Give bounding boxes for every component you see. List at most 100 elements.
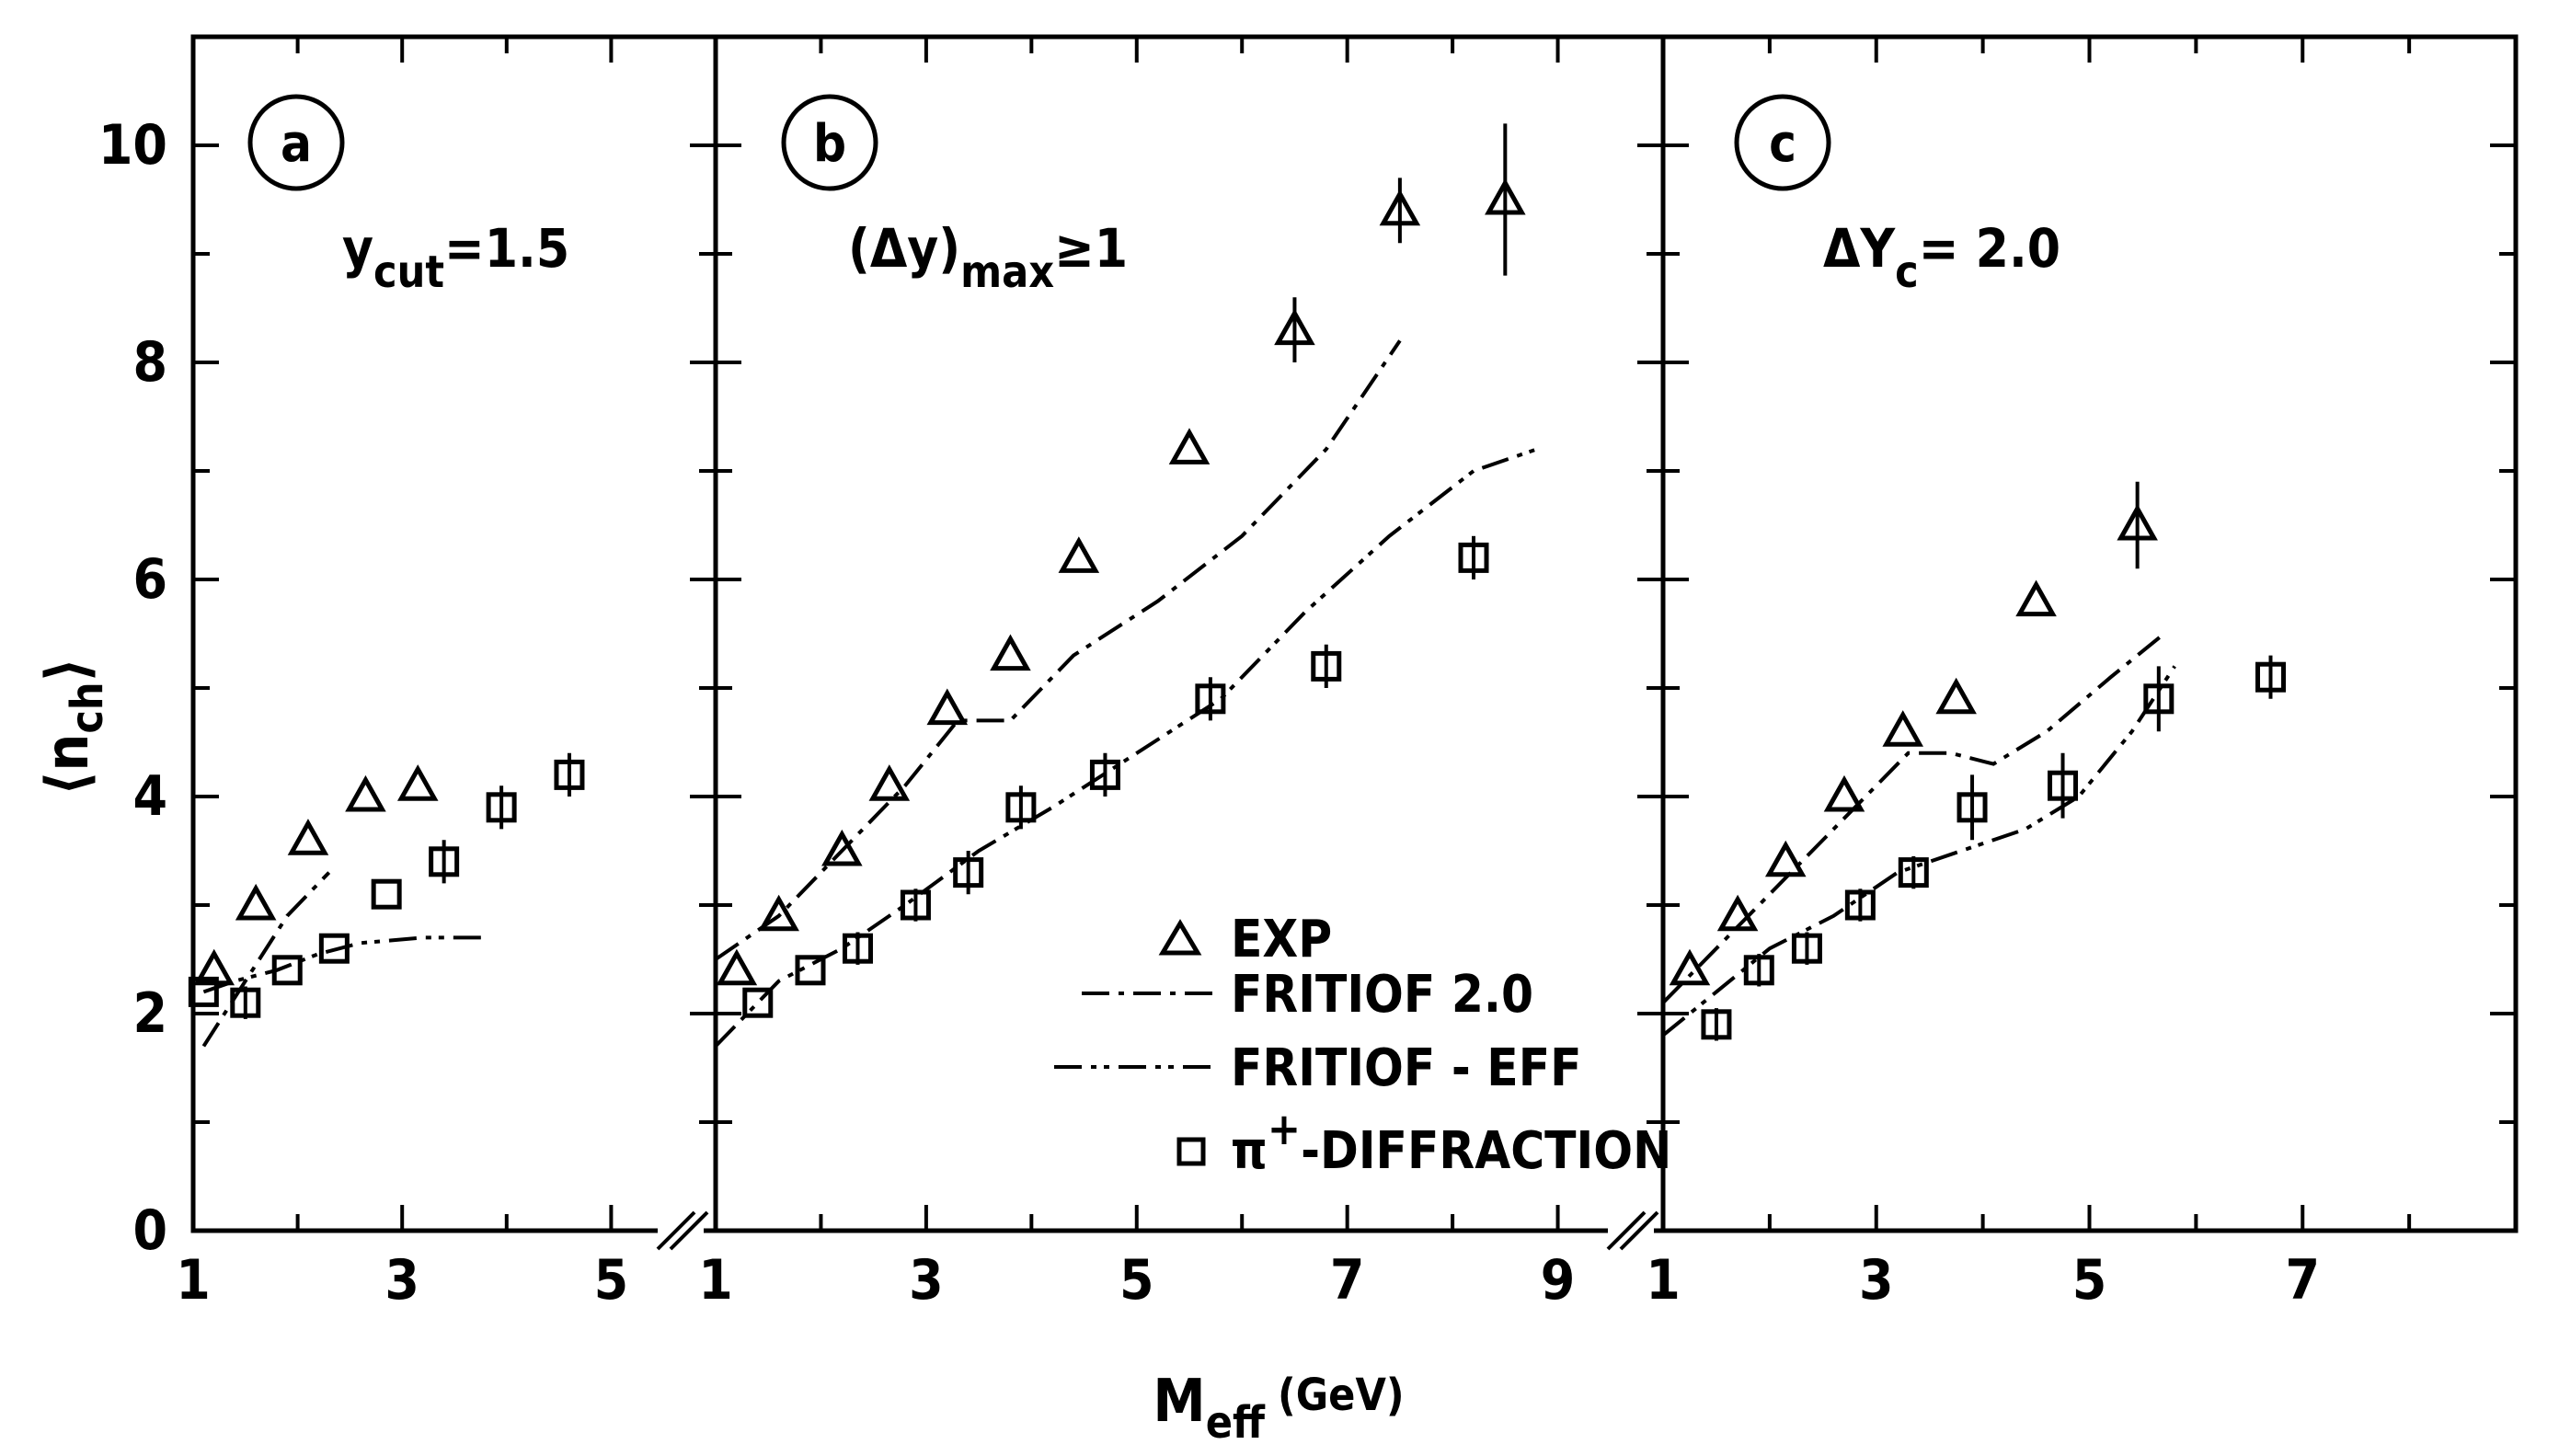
- panel-a-diffraction-point-6: [486, 792, 517, 823]
- panel-b-diffraction-point-4: [953, 857, 984, 889]
- panel-c-label: ΔYc= 2.0: [1823, 217, 2060, 298]
- panel-a-x-tick-label-1: 3: [384, 1248, 419, 1313]
- legend-diffraction-sup: +: [1268, 1104, 1301, 1155]
- panel-b-exp-point-8: [1274, 308, 1315, 346]
- panel-c-diffraction-point-6: [2048, 770, 2079, 801]
- panel-c-diffraction-point-0: [1701, 1009, 1732, 1040]
- panel-a-exp-point-1: [235, 883, 277, 921]
- y-tick-label-0: 0: [132, 1198, 167, 1263]
- panel-a-fritiof-eff-curve: [202, 935, 487, 994]
- panel-c-x-tick-label-2: 5: [2072, 1248, 2107, 1313]
- axis-titles: ⟨nch⟩ Meff(GeV): [34, 658, 1405, 1449]
- y-axis-title-sub: ch: [62, 682, 113, 733]
- panel-a: 1 3 5 a ycut=1.5: [176, 34, 718, 1313]
- panel-c-exp-point-2: [1764, 840, 1807, 877]
- panel-a-frame: [190, 34, 718, 1233]
- panel-b-diffraction-point-8: [1311, 650, 1342, 682]
- panel-a-label-sub: cut: [373, 246, 444, 298]
- panel-b-label-sub: max: [960, 246, 1054, 298]
- panel-c-exp-point-5: [1935, 677, 1977, 715]
- panel-c-diffraction-point-8: [2255, 661, 2286, 693]
- panel-a-diffraction-point-1: [230, 987, 261, 1018]
- panel-a-diffraction-point-0: [188, 976, 219, 1007]
- legend-diffraction-marker: [1176, 1137, 1206, 1166]
- panel-a-fritiof-curve: [201, 871, 331, 1048]
- panel-b-diffraction-point-3: [900, 889, 931, 921]
- panel-c-label-main: ΔY: [1823, 217, 1896, 280]
- panel-b-diffraction-point-7: [1195, 683, 1226, 715]
- panel-b-label-main: (Δy): [848, 217, 960, 280]
- panel-b-exp-point-7: [1168, 428, 1211, 464]
- y-tick-label-4: 8: [132, 330, 167, 395]
- panel-c-exp-point-7: [2117, 503, 2158, 541]
- legend-diffraction-label: π+-DIFFRACTION: [1231, 1104, 1671, 1181]
- panel-c-letter-circle: [1734, 94, 1831, 191]
- panel-b-letter-circle: [781, 94, 878, 191]
- panel-b-fritiof-curve: [714, 339, 1402, 961]
- panel-b-x-tick-label-2: 5: [1119, 1248, 1154, 1313]
- panel-b-x-tick-label-1: 3: [909, 1248, 944, 1313]
- y-tick-label-2: 4: [132, 764, 167, 829]
- x-axis-title-main: M: [1153, 1368, 1205, 1436]
- panel-a-exp-point-4: [396, 764, 439, 801]
- panel-b-exp-point-1: [758, 894, 799, 932]
- legend-item-diffraction: π+-DIFFRACTION: [1176, 1104, 1671, 1181]
- axis-break-slash-a-1: [1606, 1210, 1647, 1251]
- panel-c-x-tick-label-1: 3: [1859, 1248, 1894, 1313]
- panel-c-exp-point-4: [1882, 710, 1923, 747]
- panel-b-x-tick-label-4: 9: [1541, 1248, 1576, 1313]
- y-tick-label-5: 10: [98, 113, 167, 178]
- legend-diffraction-pi: π: [1231, 1121, 1268, 1181]
- panel-b-diffraction-point-0: [742, 987, 774, 1018]
- y-axis-title-close: ⟩: [34, 658, 102, 682]
- panel-a-exp-point-3: [345, 774, 386, 812]
- legend-exp-marker: [1158, 919, 1202, 956]
- panel-b-label-tail: ≥1: [1054, 217, 1128, 280]
- panel-a-letter: a: [281, 114, 312, 174]
- panel-c-exp-point-6: [2015, 579, 2057, 617]
- panel-b-exp-point-5: [990, 634, 1031, 671]
- panel-c-x-tick-label-0: 1: [1646, 1248, 1681, 1313]
- legend-exp-label: EXP: [1231, 910, 1332, 969]
- legend-fritiof-label: FRITIOF 2.0: [1231, 965, 1533, 1025]
- panel-a-diffraction-point-4: [371, 878, 402, 910]
- axis-break-slash-a-0: [656, 1210, 696, 1251]
- y-tick-label-3: 6: [132, 547, 167, 612]
- panel-a-x-tick-label-0: 1: [176, 1248, 211, 1313]
- panel-c-diffraction-point-5: [1957, 792, 1988, 823]
- y-axis-title-main: ⟨n: [34, 734, 102, 796]
- panel-b-diffraction-point-2: [843, 933, 873, 964]
- panel-a-exp-point-2: [287, 819, 329, 855]
- panel-c-exp-point-0: [1669, 948, 1711, 986]
- panel-c-letter: c: [1769, 114, 1796, 174]
- panel-b-diffraction-point-9: [1458, 542, 1489, 573]
- panel-b-exp-point-6: [1058, 536, 1100, 573]
- axis-break-slash-b-1: [1619, 1210, 1659, 1251]
- legend-item-exp: EXP: [1158, 910, 1332, 969]
- panel-b-letter: b: [813, 114, 846, 174]
- legend-diffraction-rest: -DIFFRACTION: [1301, 1121, 1671, 1181]
- panel-a-label-tail: =1.5: [444, 217, 569, 280]
- panel-a-x-tick-label-2: 5: [594, 1248, 629, 1313]
- legend-item-fritiof-eff: FRITIOF - EFF: [1054, 1038, 1582, 1098]
- panel-c-diffraction-point-3: [1844, 889, 1876, 921]
- x-axis-title-unit: (GeV): [1278, 1370, 1405, 1421]
- panel-a-label: ycut=1.5: [342, 217, 569, 298]
- panel-c-diffraction-point-7: [2143, 683, 2175, 715]
- legend-fritiof-eff-label: FRITIOF - EFF: [1231, 1038, 1582, 1098]
- panel-c-fritiof-eff-curve: [1661, 665, 2176, 1038]
- panel-b-x-tick-label-3: 7: [1330, 1248, 1365, 1313]
- panel-b-diffraction-point-1: [795, 955, 826, 986]
- panel-c-frame: [1660, 34, 2519, 1233]
- y-tick-labels: 0 2 4 6 8 10: [98, 113, 167, 1263]
- panel-b-exp-point-10: [1485, 178, 1526, 215]
- panel-c-exp-point-1: [1716, 894, 1759, 932]
- panel-a-letter-circle: [247, 94, 345, 191]
- panel-c-diffraction-point-4: [1898, 857, 1929, 889]
- panel-c-fritiof-curve: [1661, 632, 2165, 1004]
- axis-break-slash-b-0: [669, 1210, 709, 1251]
- axis-breaks: [656, 1210, 1659, 1251]
- panel-a-diffraction-point-5: [429, 846, 460, 877]
